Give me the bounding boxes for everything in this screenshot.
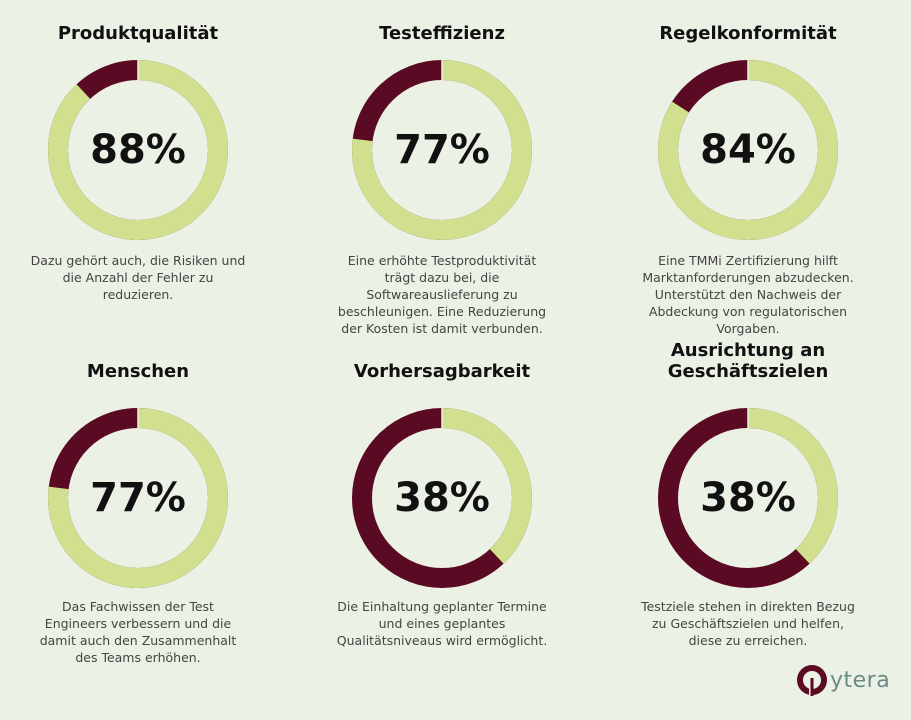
chart-title: Testeffizienz (379, 23, 505, 44)
q-ring-logo-icon (797, 665, 827, 696)
chart-title: Regelkonformität (659, 23, 837, 44)
chart-title: Menschen (86, 361, 190, 382)
donut-chart: 77% (352, 60, 532, 240)
chart-description: Eine TMMi Zertifizierung hilft Marktanfo… (642, 253, 854, 336)
chart-title: Ausrichtung an Geschäftszielen (667, 340, 829, 382)
percent-label: 77% (394, 127, 490, 173)
donut-chart: 88% (48, 60, 228, 240)
donut-chart: 38% (352, 408, 532, 588)
percent-label: 38% (700, 475, 796, 521)
logo-text: ytera (830, 667, 891, 693)
chart-description: Dazu gehört auch, die Risiken und die An… (30, 253, 246, 302)
qytera-logo: ytera (796, 664, 890, 696)
percent-label: 88% (90, 127, 186, 173)
chart-description: Das Fachwissen der Test Engineers verbes… (39, 599, 237, 665)
percent-label: 38% (394, 475, 490, 521)
chart-title: Produktqualität (57, 23, 219, 44)
chart-description: Die Einhaltung geplanter Termine und ein… (336, 599, 548, 648)
percent-label: 77% (90, 475, 186, 521)
chart-description: Eine erhöhte Testproduktivität trägt daz… (337, 253, 547, 336)
donut-chart: 38% (658, 408, 838, 588)
donut-chart: 77% (48, 408, 228, 588)
donut-chart: 84% (658, 60, 838, 240)
chart-title: Vorhersagbarkeit (353, 361, 531, 382)
percent-label: 84% (700, 127, 796, 173)
chart-description: Testziele stehen in direkten Bezug zu Ge… (641, 599, 855, 648)
